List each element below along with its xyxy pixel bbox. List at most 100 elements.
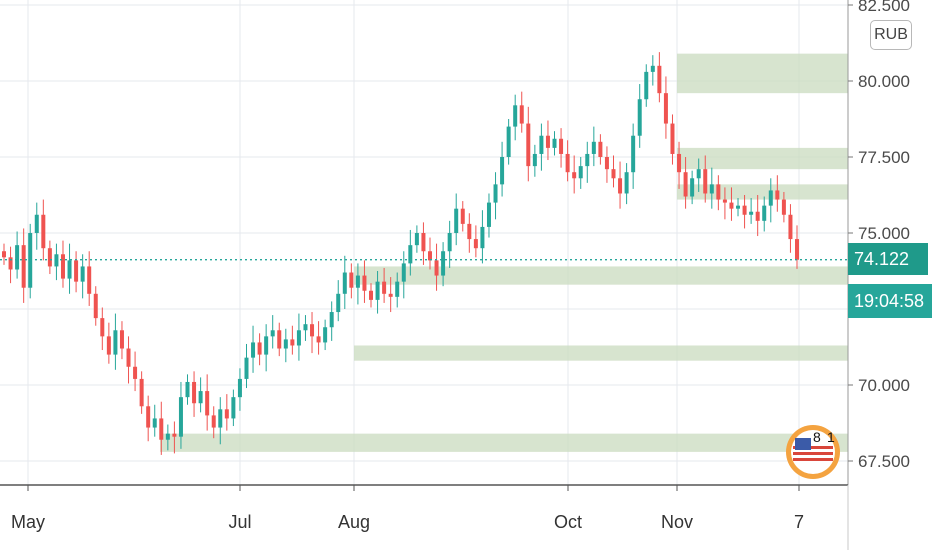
candle-body [231,397,236,419]
candle-body [513,105,518,127]
candle-body [703,169,708,194]
candle-body [545,135,550,148]
candle-body [631,135,636,173]
y-tick-label: 70.000 [858,376,910,395]
x-tick-label: May [11,512,45,532]
candle-body [401,263,406,282]
candle-body [729,202,734,209]
candle-body [172,433,177,437]
candle-body [604,157,609,170]
zone-4 [354,266,848,285]
candle-body [224,409,229,419]
candle-body [683,172,688,197]
candle-body [329,312,334,328]
candle-body [768,190,773,206]
candle-body [775,190,780,200]
zone-5 [354,345,848,361]
x-tick-label: Nov [661,512,693,532]
candle-body [270,330,275,337]
y-axis[interactable]: 82.500 80.000 77.500 75.000 70.000 67.500 [848,0,910,471]
y-tick-label: 80.000 [858,72,910,91]
candle-body [355,275,360,288]
zone-3 [677,184,848,200]
candle-body [624,172,629,194]
candle-body [2,251,6,258]
zone-1 [677,53,848,94]
candle-body [283,339,288,349]
candle-body [467,223,472,240]
candle-body [454,208,459,233]
candle-body [447,233,452,252]
candle-body [552,138,557,148]
candle-body [93,293,98,319]
candle-body [434,260,439,276]
candle-body [152,418,157,428]
candle-body [211,415,216,428]
candle-body [762,205,767,221]
candle-body [637,99,642,136]
candle-body [795,239,799,260]
candle-body [21,245,26,288]
candle-body [15,245,20,270]
candle-body [87,266,92,294]
y-tick-label: 82.500 [858,0,910,15]
candle-body [192,381,197,404]
candle-body [408,245,413,264]
candle-body [80,266,85,282]
candle-body [657,65,662,94]
candle-body [441,251,446,276]
candle-body [709,184,714,194]
candle-body [205,391,210,416]
flag-logo-icon: 8 1 [786,425,840,479]
candle-body [749,211,754,215]
candle-body [572,172,577,179]
candle-body [677,153,682,173]
candle-body [486,202,491,227]
candle-body [369,290,374,300]
candle-body [722,199,727,203]
candle-body [755,211,760,221]
candle-body [382,281,387,294]
candle-body [670,123,675,154]
candle-body [781,199,786,215]
candle-body [178,397,183,437]
candle-body [257,342,262,355]
candle-body [244,357,249,379]
candle-body [460,208,465,224]
candle-body [532,153,537,167]
candle-body [159,418,164,440]
x-tick-label: 7 [794,512,804,532]
candle-body [67,260,72,279]
currency-badge[interactable]: RUB [870,20,912,50]
candle-body [480,226,485,249]
candle-body [60,254,65,279]
candle-body [133,366,138,379]
candle-body [198,391,203,404]
zone-6 [160,433,848,452]
countdown-label: 19:04:58 [848,284,932,318]
candle-body [362,275,367,291]
x-axis[interactable]: May Jul Aug Oct Nov 7 [11,485,804,532]
candle-body [644,71,649,100]
x-tick-label: Oct [554,512,582,532]
candle-body [696,169,701,179]
candle-body [650,65,655,72]
candle-body [388,293,393,297]
candle-body [296,330,301,346]
candle-body [106,336,111,355]
candle-body [414,233,419,246]
candle-body [310,324,315,337]
candle-body [578,166,583,179]
candle-body [303,324,308,331]
candle-body [526,123,531,167]
candle-body [690,178,695,197]
gridlines [0,0,848,485]
candle-body [126,348,131,367]
y-tick-label: 77.500 [858,148,910,167]
candle-body [349,272,354,288]
candle-body [742,205,747,215]
candle-body [336,293,341,313]
candle-body [100,318,105,337]
candle-body [395,281,400,297]
